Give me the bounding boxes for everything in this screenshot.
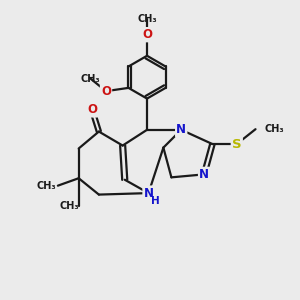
Text: N: N xyxy=(176,123,186,136)
Text: CH₃: CH₃ xyxy=(137,14,157,24)
Text: CH₃: CH₃ xyxy=(264,124,284,134)
Text: N: N xyxy=(143,187,154,200)
Text: O: O xyxy=(87,103,97,116)
Text: O: O xyxy=(142,28,152,41)
Text: O: O xyxy=(101,85,111,98)
Text: H: H xyxy=(151,196,159,206)
Text: CH₃: CH₃ xyxy=(81,74,100,84)
Text: S: S xyxy=(232,138,242,151)
Text: CH₃: CH₃ xyxy=(37,181,56,191)
Text: N: N xyxy=(199,168,209,181)
Text: CH₃: CH₃ xyxy=(59,202,79,212)
